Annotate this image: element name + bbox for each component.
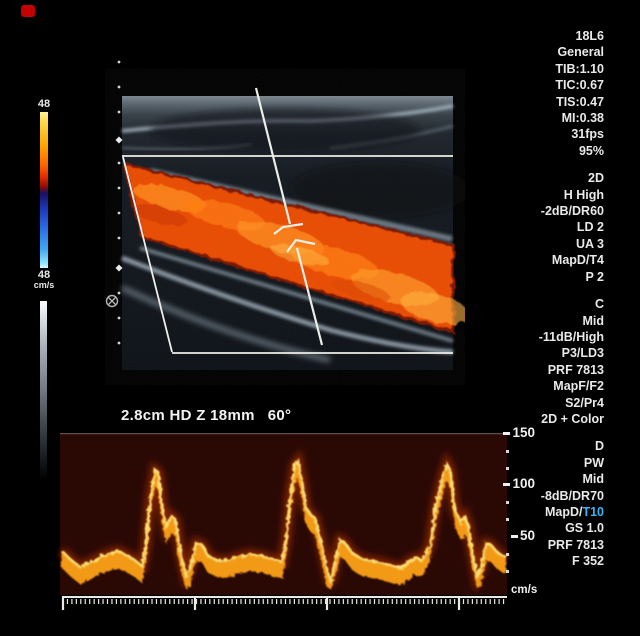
panel-line: -2dB/DR60 xyxy=(540,204,604,219)
velocity-minor-tick xyxy=(506,450,509,453)
panel-line: S2/Pr4 xyxy=(565,395,604,410)
panel-line: Mid xyxy=(582,313,604,328)
panel-section: C Mid -11dB/High P3/LD3 PRF 7813 MapF/F2 S2/Pr… xyxy=(539,296,604,427)
velocity-unit-label: cm/s xyxy=(511,584,538,596)
record-indicator-icon xyxy=(21,5,35,17)
depth-ruler xyxy=(115,60,123,345)
panel-section: D PW Mid -8dB/DR70 MapD/T10 GS 1.0 PRF 7813 F 3… xyxy=(539,438,604,569)
bmode-display[interactable] xyxy=(105,55,465,385)
panel-line: P 2 xyxy=(585,269,604,284)
doppler-angle-label: 60° xyxy=(267,407,292,424)
panel-line: Mid xyxy=(582,472,604,487)
panel-section-title: D xyxy=(594,439,604,454)
velocity-label: 50 xyxy=(519,528,535,543)
velocity-minor-tick xyxy=(506,570,509,573)
settings-panel: 18L6 General TIB:1.10 TIC:0.67 TIS:0.47 MI:0.… xyxy=(539,28,604,570)
panel-line: -11dB/High xyxy=(538,329,604,344)
velocity-minor-tick xyxy=(506,467,509,470)
panel-line: UA 3 xyxy=(575,236,604,251)
velocity-tick-150: 150 xyxy=(502,425,535,441)
panel-line: 31fps xyxy=(571,127,604,142)
panel-line: 95% xyxy=(578,143,604,158)
color-scale-min-label: 48 xyxy=(37,269,51,281)
panel-line-accent: T10 xyxy=(582,504,604,519)
panel-line: H High xyxy=(563,187,604,202)
velocity-tick-50: 50 xyxy=(502,528,535,544)
panel-section-title: 2D xyxy=(588,171,604,186)
panel-line: LD 2 xyxy=(576,220,604,235)
panel-line: General xyxy=(557,45,604,60)
spectral-waveform xyxy=(58,448,506,593)
color-roi-box[interactable] xyxy=(122,155,453,354)
panel-section-title: C xyxy=(594,297,604,312)
panel-line: TIC:0.67 xyxy=(555,78,604,93)
color-doppler-bar xyxy=(40,112,48,268)
sample-gate[interactable] xyxy=(273,222,316,253)
panel-line: PRF 7813 xyxy=(547,362,604,377)
measurement-text: 2.8cm HD Z 18mm xyxy=(121,407,255,424)
tick-dash xyxy=(510,534,518,538)
spectral-display[interactable] xyxy=(55,428,515,616)
velocity-minor-tick xyxy=(506,553,509,556)
color-scale-unit-label: cm/s xyxy=(33,280,55,290)
panel-line: TIS:0.47 xyxy=(556,94,604,109)
panel-line: MapD/T4 xyxy=(551,253,604,268)
grayscale-bar xyxy=(40,301,47,479)
panel-line: 2D + Color xyxy=(541,411,604,426)
tick-dash xyxy=(503,431,511,435)
time-ruler xyxy=(61,596,507,610)
panel-line: P3/LD3 xyxy=(561,346,604,361)
panel-line: 18L6 xyxy=(575,29,605,43)
velocity-minor-tick xyxy=(506,501,509,504)
panel-line: MapD/T10 xyxy=(544,504,604,519)
panel-line: GS 1.0 xyxy=(565,521,604,536)
panel-line: F 352 xyxy=(572,554,604,569)
panel-line: PW xyxy=(583,455,604,470)
color-scale-max-label: 48 xyxy=(37,98,51,110)
velocity-minor-tick xyxy=(506,518,509,521)
velocity-tick-100: 100 xyxy=(502,476,535,492)
panel-line: TIB:1.10 xyxy=(555,61,604,76)
panel-line: -8dB/DR70 xyxy=(540,488,604,503)
panel-section: 2D H High -2dB/DR60 LD 2 UA 3 MapD/T4 P 2 xyxy=(539,170,604,285)
tick-dash xyxy=(503,482,511,486)
doppler-beam-line[interactable] xyxy=(254,87,324,346)
measurement-annotation: 2.8cm HD Z 18mm 60° xyxy=(121,407,291,424)
velocity-label: 100 xyxy=(512,476,535,491)
color-doppler-scale: 48 48 cm/s xyxy=(28,99,60,290)
panel-line: MapF/F2 xyxy=(553,379,604,394)
bmode-image xyxy=(120,96,465,370)
panel-line: PRF 7813 xyxy=(547,537,604,552)
velocity-label: 150 xyxy=(512,425,535,440)
panel-line: MI:0.38 xyxy=(561,111,604,126)
panel-section: 18L6 General TIB:1.10 TIC:0.67 TIS:0.47 MI:0.… xyxy=(539,28,604,159)
focus-marker-icon xyxy=(105,294,119,308)
